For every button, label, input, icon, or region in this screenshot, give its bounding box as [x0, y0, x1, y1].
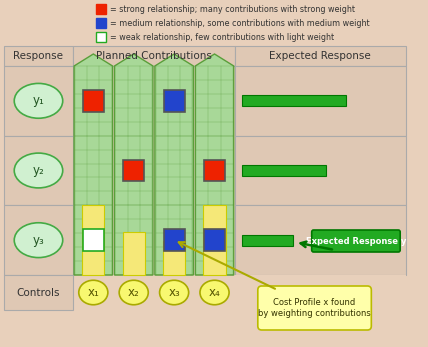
- Bar: [163, 229, 184, 251]
- FancyBboxPatch shape: [258, 286, 372, 330]
- Bar: [96, 4, 106, 14]
- Ellipse shape: [14, 83, 63, 118]
- Bar: [122, 231, 145, 275]
- Text: = weak relationship, few contributions with light weight: = weak relationship, few contributions w…: [110, 33, 334, 42]
- Polygon shape: [114, 54, 153, 275]
- Bar: [163, 90, 184, 112]
- Text: y₁: y₁: [33, 94, 45, 107]
- Bar: [4, 66, 73, 136]
- Ellipse shape: [160, 280, 189, 305]
- Bar: [204, 160, 225, 181]
- Polygon shape: [195, 54, 234, 275]
- Text: Expected Response y: Expected Response y: [306, 237, 406, 245]
- Bar: [4, 205, 73, 275]
- Bar: [96, 18, 106, 28]
- Text: y₂: y₂: [33, 164, 45, 177]
- Bar: [242, 165, 326, 176]
- Text: Planned Contributions: Planned Contributions: [96, 51, 212, 61]
- Ellipse shape: [119, 280, 148, 305]
- Text: x₁: x₁: [87, 286, 99, 299]
- Bar: [4, 136, 73, 205]
- FancyBboxPatch shape: [312, 230, 400, 252]
- Ellipse shape: [200, 280, 229, 305]
- Bar: [235, 205, 406, 275]
- Bar: [73, 46, 235, 66]
- Text: x₃: x₃: [168, 286, 180, 299]
- Bar: [96, 32, 106, 42]
- Text: Controls: Controls: [17, 288, 60, 297]
- Text: Response: Response: [13, 51, 63, 61]
- Text: = medium relationship, some contributions with medium weight: = medium relationship, some contribution…: [110, 19, 369, 28]
- Ellipse shape: [79, 280, 108, 305]
- Bar: [163, 242, 185, 275]
- Polygon shape: [155, 54, 193, 275]
- Bar: [4, 46, 73, 66]
- Bar: [83, 229, 104, 251]
- Text: y₃: y₃: [33, 234, 45, 247]
- Text: x₄: x₄: [208, 286, 220, 299]
- Bar: [82, 205, 104, 275]
- Polygon shape: [74, 54, 113, 275]
- Ellipse shape: [14, 153, 63, 188]
- Bar: [204, 229, 225, 251]
- Text: Expected Response: Expected Response: [270, 51, 371, 61]
- Text: x₂: x₂: [128, 286, 140, 299]
- Ellipse shape: [14, 223, 63, 257]
- Bar: [242, 95, 346, 106]
- Text: Cost Profile x found
by weighting contributions: Cost Profile x found by weighting contri…: [258, 298, 371, 318]
- Text: = strong relationship; many contributions with strong weight: = strong relationship; many contribution…: [110, 5, 355, 14]
- Bar: [235, 275, 406, 310]
- Bar: [242, 235, 293, 246]
- Bar: [4, 275, 73, 310]
- Bar: [83, 90, 104, 112]
- Bar: [235, 66, 406, 136]
- Bar: [235, 46, 406, 66]
- Bar: [203, 205, 226, 275]
- Bar: [123, 160, 144, 181]
- Bar: [235, 136, 406, 205]
